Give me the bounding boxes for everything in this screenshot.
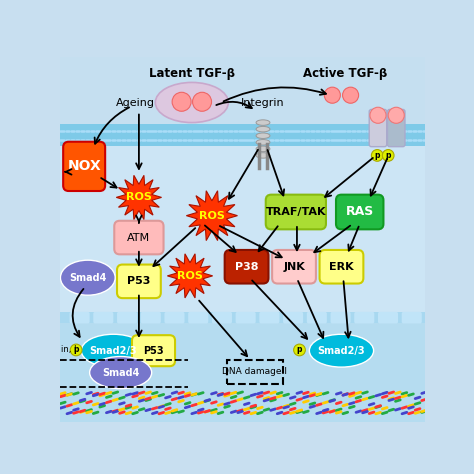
Circle shape <box>324 87 340 103</box>
Circle shape <box>388 107 404 123</box>
Text: Ageing: Ageing <box>116 98 155 108</box>
Ellipse shape <box>256 133 270 138</box>
Text: TRAF/TAK: TRAF/TAK <box>265 207 326 217</box>
FancyBboxPatch shape <box>330 312 351 323</box>
Text: p: p <box>297 346 302 355</box>
Bar <box>61 312 425 323</box>
Text: p: p <box>385 151 391 160</box>
FancyBboxPatch shape <box>132 335 175 366</box>
Circle shape <box>70 344 82 356</box>
Ellipse shape <box>256 120 270 125</box>
FancyBboxPatch shape <box>70 312 90 323</box>
Polygon shape <box>167 254 213 298</box>
FancyBboxPatch shape <box>354 312 374 323</box>
Bar <box>61 146 425 312</box>
Text: in, I: in, I <box>61 346 77 355</box>
Text: Latent TGF-β: Latent TGF-β <box>149 67 235 80</box>
FancyBboxPatch shape <box>272 250 316 283</box>
FancyBboxPatch shape <box>378 312 398 323</box>
Circle shape <box>172 92 191 111</box>
Text: P38: P38 <box>235 262 258 272</box>
FancyBboxPatch shape <box>188 312 208 323</box>
FancyBboxPatch shape <box>63 142 105 191</box>
Ellipse shape <box>81 334 146 367</box>
Circle shape <box>370 107 386 123</box>
FancyBboxPatch shape <box>117 312 137 323</box>
Bar <box>61 124 425 146</box>
Text: Smad4: Smad4 <box>69 273 107 283</box>
Bar <box>61 323 425 422</box>
Ellipse shape <box>256 153 270 158</box>
Text: Smad2/3: Smad2/3 <box>318 346 365 356</box>
Circle shape <box>383 150 394 161</box>
Bar <box>61 57 425 124</box>
Circle shape <box>343 87 359 103</box>
Text: RAS: RAS <box>346 206 374 219</box>
FancyBboxPatch shape <box>114 221 164 255</box>
FancyBboxPatch shape <box>369 109 387 146</box>
Text: Smad4: Smad4 <box>102 368 139 378</box>
Text: Integrin: Integrin <box>241 98 285 108</box>
FancyBboxPatch shape <box>141 312 161 323</box>
FancyBboxPatch shape <box>225 250 268 283</box>
FancyBboxPatch shape <box>283 312 303 323</box>
Text: ERK: ERK <box>329 262 354 272</box>
Polygon shape <box>186 191 237 240</box>
Text: ROS: ROS <box>199 210 225 220</box>
FancyBboxPatch shape <box>93 312 113 323</box>
FancyBboxPatch shape <box>212 312 232 323</box>
Text: DNA damage I: DNA damage I <box>222 367 287 376</box>
Ellipse shape <box>256 146 270 152</box>
Text: Smad2/3: Smad2/3 <box>90 346 137 356</box>
Ellipse shape <box>256 139 270 145</box>
FancyBboxPatch shape <box>117 264 161 298</box>
Text: p: p <box>73 346 79 355</box>
Text: ROS: ROS <box>177 271 203 281</box>
Text: ROS: ROS <box>126 192 152 202</box>
Ellipse shape <box>90 356 152 389</box>
Circle shape <box>192 92 211 111</box>
Text: NOX: NOX <box>67 159 101 173</box>
FancyBboxPatch shape <box>336 195 383 229</box>
Circle shape <box>372 150 383 161</box>
Text: P53: P53 <box>127 276 151 286</box>
FancyBboxPatch shape <box>307 312 327 323</box>
Text: p: p <box>374 151 380 160</box>
Text: ATM: ATM <box>128 233 150 243</box>
Ellipse shape <box>155 82 228 123</box>
Text: JNK: JNK <box>283 262 305 272</box>
FancyBboxPatch shape <box>319 250 364 283</box>
FancyBboxPatch shape <box>266 195 326 229</box>
Text: Active TGF-β: Active TGF-β <box>303 67 387 80</box>
Ellipse shape <box>61 260 115 295</box>
FancyBboxPatch shape <box>259 312 279 323</box>
Ellipse shape <box>310 334 374 367</box>
Polygon shape <box>116 175 162 219</box>
FancyBboxPatch shape <box>401 312 422 323</box>
FancyBboxPatch shape <box>164 312 184 323</box>
FancyBboxPatch shape <box>236 312 255 323</box>
FancyBboxPatch shape <box>387 109 405 146</box>
Circle shape <box>294 344 305 356</box>
Ellipse shape <box>256 127 270 132</box>
Text: P53: P53 <box>143 346 164 356</box>
